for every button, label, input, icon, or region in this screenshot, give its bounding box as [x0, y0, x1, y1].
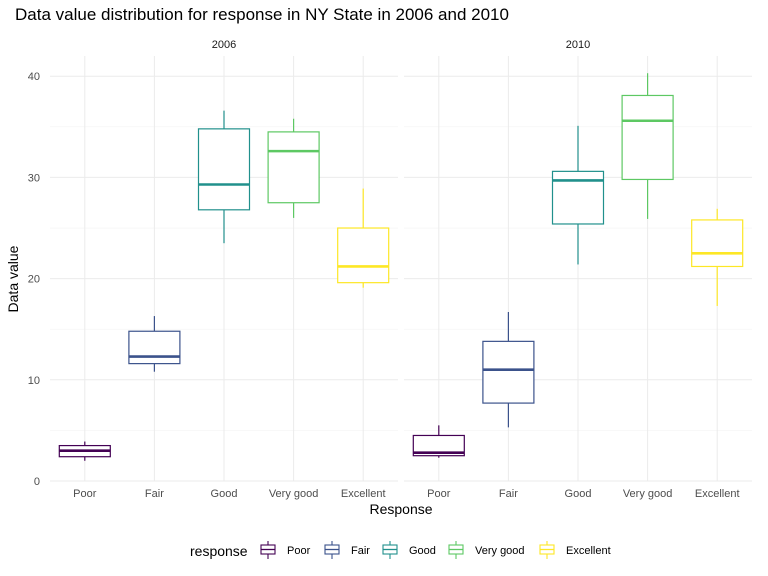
x-tick-label-fair: Fair	[499, 488, 518, 500]
y-tick-label: 20	[28, 274, 40, 286]
facet-panel-2010: 2010 Poor Fair Good Very good Excellent	[404, 39, 752, 500]
box-iqr	[197, 128, 251, 211]
legend-label-fair: Fair	[351, 545, 370, 557]
box-2010-good	[551, 125, 605, 265]
facet-panels: 2006 0 10 20 30 40 Poor Fair Good Very good Excell…	[28, 39, 752, 500]
legend: response Poor Fair Good Very good Excellent	[190, 541, 611, 559]
x-tick-label-fair: Fair	[145, 488, 164, 500]
x-tick-label-excellent: Excellent	[695, 488, 740, 500]
box-iqr	[621, 94, 674, 181]
box-2010-fair	[482, 312, 535, 428]
box-iqr	[337, 227, 390, 284]
facet-panel-2006: 2006 0 10 20 30 40 Poor Fair Good Very good Excell…	[28, 39, 398, 500]
x-tick-label-good: Good	[211, 488, 238, 500]
box-iqr	[691, 219, 744, 268]
legend-label-good: Good	[409, 545, 436, 557]
facet-label-2010: 2010	[566, 39, 590, 51]
x-axis-title: Response	[369, 501, 432, 517]
chart-title: Data value distribution for response in …	[15, 5, 509, 24]
box-2006-very-good	[267, 118, 320, 218]
legend-item-poor: Poor	[260, 541, 311, 559]
legend-item-very-good: Very good	[448, 541, 525, 559]
box-2006-excellent	[337, 188, 390, 288]
legend-label-very-good: Very good	[475, 545, 525, 557]
legend-key	[324, 541, 340, 559]
x-tick-label-excellent: Excellent	[341, 488, 386, 500]
box-2010-excellent	[691, 208, 744, 306]
legend-key	[448, 541, 464, 559]
x-tick-label-very-good: Very good	[269, 488, 319, 500]
y-axis-title: Data value	[5, 245, 21, 312]
legend-label-excellent: Excellent	[566, 545, 611, 557]
box-iqr	[482, 340, 535, 404]
y-tick-label: 30	[28, 172, 40, 184]
legend-item-excellent: Excellent	[539, 541, 611, 559]
y-tick-label: 10	[28, 375, 40, 387]
box-2010-poor	[412, 425, 465, 458]
legend-title: response	[190, 543, 248, 559]
box-2006-fair	[128, 316, 181, 372]
legend-key	[260, 541, 276, 559]
box-iqr	[267, 131, 320, 204]
box-2010-very-good	[621, 73, 674, 219]
box-2006-good	[197, 110, 251, 244]
y-tick-label: 40	[28, 71, 40, 83]
x-tick-label-very-good: Very good	[623, 488, 673, 500]
box-iqr	[128, 330, 181, 365]
x-tick-label-poor: Poor	[73, 488, 97, 500]
legend-key	[382, 541, 398, 559]
x-tick-label-poor: Poor	[427, 488, 451, 500]
legend-label-poor: Poor	[287, 545, 311, 557]
box-2006-poor	[58, 441, 111, 461]
facet-label-2006: 2006	[212, 39, 236, 51]
legend-item-good: Good	[382, 541, 436, 559]
legend-key	[539, 541, 555, 559]
y-tick-label: 0	[34, 476, 40, 488]
x-tick-label-good: Good	[565, 488, 592, 500]
legend-item-fair: Fair	[324, 541, 370, 559]
box-iqr	[412, 434, 465, 457]
